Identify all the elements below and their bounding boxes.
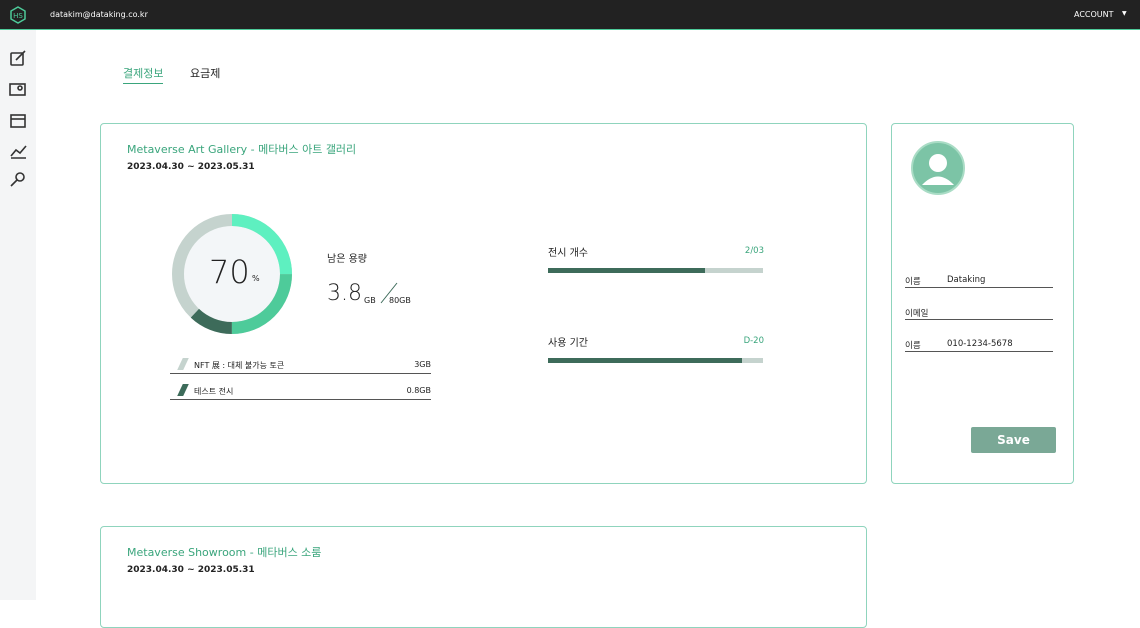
avatar[interactable] [910,140,966,196]
remaining-unit: GB [364,296,376,305]
remaining-value: 3.8 [327,281,362,306]
profile-field: 이메일 [905,305,1053,320]
percent-unit: % [252,274,260,283]
sidebar [0,30,36,600]
usage-percent: 70 [209,253,250,291]
donut-segment [172,214,292,334]
meter-value: D-20 [743,336,764,346]
field-label: 이름 [905,277,921,287]
item-swatch [177,384,189,396]
usage-donut [172,214,292,334]
item-swatch [177,358,189,370]
item-size: 0.8GB [406,386,431,395]
tab[interactable]: 요금제 [190,67,221,80]
meter-track [548,268,763,273]
dropdown-caret: ▼ [1122,10,1127,17]
remaining-label: 남은 용량 [327,254,367,265]
sidebar-icons[interactable] [0,30,36,200]
gallery-title: Metaverse Showroom - 메타버스 소룸 [127,546,322,559]
user-email: datakim@dataking.co.kr [50,10,148,19]
meter-fill [548,358,742,363]
gallery-period: 2023.04.30 ~ 2023.05.31 [127,565,255,575]
gallery-period: 2023.04.30 ~ 2023.05.31 [127,162,255,172]
field-value: Dataking [947,275,986,285]
item-size: 3GB [414,360,431,369]
account-menu[interactable]: ACCOUNT [1074,10,1114,19]
gallery-card: Metaverse Art Gallery - 메타버스 아트 갤러리 2023… [100,123,867,484]
profile-card: 이름 Dataking 이메일 이름 010-1234-5678 Save [891,123,1074,484]
top-bar: HS datakim@dataking.co.kr ACCOUNT ▼ [0,0,1140,30]
meter-label: 사용 기간 [548,338,588,349]
field-label: 이메일 [905,309,929,319]
meter-fill [548,268,705,273]
meter-label: 전시 개수 [548,248,588,259]
profile-field: 이름 010-1234-5678 [905,337,1053,352]
total-capacity: 80GB [389,296,411,305]
field-label: 이름 [905,341,921,351]
gallery-title: Metaverse Art Gallery - 메타버스 아트 갤러리 [127,143,357,156]
donut-segment [172,214,292,334]
item-name: NFT 展 : 대체 불가능 토큰 [194,361,285,370]
logo: HS [10,6,26,24]
gallery-card: Metaverse Showroom - 메타버스 소룸 2023.04.30 … [100,526,867,628]
item-name: 테스트 전시 [194,387,234,396]
field-value: 010-1234-5678 [947,339,1013,349]
tab-active[interactable]: 결제정보 [123,65,164,84]
storage-item: NFT 展 : 대체 불가능 토큰 3GB [170,358,431,374]
profile-field: 이름 Dataking [905,273,1053,288]
meter-value: 2/03 [744,246,764,256]
svg-text:HS: HS [13,12,23,20]
save-button[interactable]: Save [971,427,1056,453]
storage-item: 테스트 전시 0.8GB [170,384,431,400]
slash [380,282,398,304]
meter-track [548,358,763,363]
